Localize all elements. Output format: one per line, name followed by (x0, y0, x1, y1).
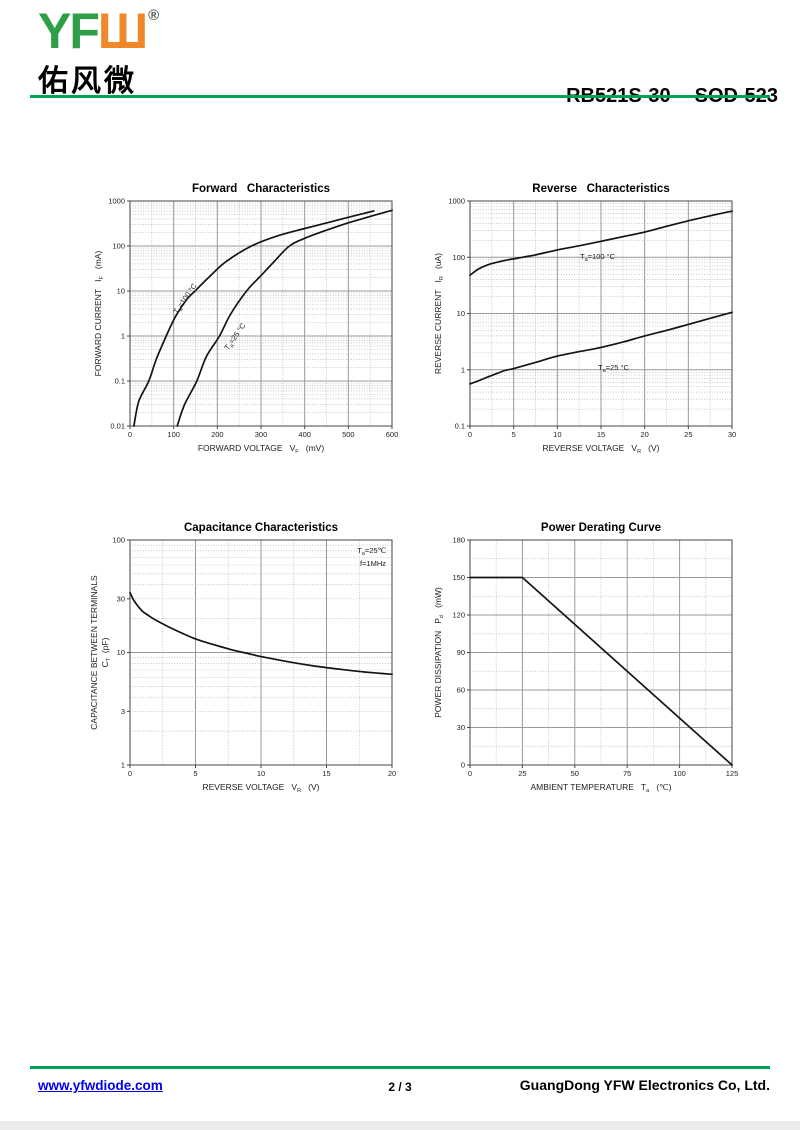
svg-text:100: 100 (673, 769, 686, 778)
svg-text:0: 0 (468, 769, 472, 778)
svg-text:1: 1 (121, 761, 125, 770)
header-divider (30, 95, 770, 98)
yfw-logo: YFШ ® 佑风微 (38, 6, 159, 100)
svg-text:1: 1 (461, 365, 465, 374)
svg-text:125: 125 (726, 769, 739, 778)
svg-text:Power Derating Curve: Power Derating Curve (541, 522, 661, 534)
logo-text-w: Ш (97, 3, 148, 59)
svg-text:50: 50 (571, 769, 579, 778)
svg-text:100: 100 (112, 242, 125, 251)
svg-text:180: 180 (452, 536, 465, 545)
svg-text:Ta=25 °C: Ta=25 °C (598, 363, 629, 374)
svg-text:20: 20 (640, 430, 648, 439)
svg-text:Ta=100 °C: Ta=100 °C (580, 252, 616, 263)
svg-text:100: 100 (167, 430, 180, 439)
svg-text:3: 3 (121, 707, 125, 716)
svg-text:0.01: 0.01 (110, 422, 125, 431)
svg-text:Forward Characteristics: Forward Characteristics (192, 183, 330, 195)
svg-text:300: 300 (255, 430, 268, 439)
svg-text:Reverse Characteristics: Reverse Characteristics (532, 183, 669, 195)
svg-text:0: 0 (468, 430, 472, 439)
svg-text:CAPACITANCE BETWEEN TERMINALS: CAPACITANCE BETWEEN TERMINALS (89, 575, 99, 730)
reverse-characteristics-chart: 0 5 10 15 20 25 30 1000 100 10 1 0.1 Reverse Charact… (433, 183, 736, 455)
svg-text:REVERSE CURRENT IR (uA): REVERSE CURRENT IR (uA) (433, 253, 445, 374)
svg-text:0: 0 (128, 769, 132, 778)
svg-text:f=1MHz: f=1MHz (360, 559, 386, 568)
svg-text:0: 0 (128, 430, 132, 439)
svg-text:0.1: 0.1 (115, 377, 125, 386)
page-bottom-edge (0, 1121, 800, 1130)
svg-text:120: 120 (452, 611, 465, 620)
svg-text:150: 150 (452, 573, 465, 582)
svg-text:100: 100 (452, 253, 465, 262)
svg-text:0.1: 0.1 (455, 422, 465, 431)
svg-text:500: 500 (342, 430, 355, 439)
svg-text:POWER DISSIPATION Pd (mW): POWER DISSIPATION Pd (mW) (433, 587, 445, 718)
svg-text:Ta=25℃: Ta=25℃ (357, 546, 386, 557)
svg-text:0: 0 (461, 761, 465, 770)
svg-text:1000: 1000 (108, 197, 125, 206)
registered-trademark-icon: ® (148, 7, 160, 24)
svg-text:10: 10 (117, 287, 125, 296)
svg-text:15: 15 (322, 769, 330, 778)
svg-text:10: 10 (117, 648, 125, 657)
svg-text:15: 15 (597, 430, 605, 439)
svg-text:5: 5 (193, 769, 197, 778)
svg-text:30: 30 (457, 723, 465, 732)
svg-text:FORWARD CURRENT IF (mA): FORWARD CURRENT IF (mA) (93, 250, 105, 376)
svg-text:600: 600 (386, 430, 399, 439)
svg-text:90: 90 (457, 648, 465, 657)
svg-text:5: 5 (512, 430, 516, 439)
svg-text:10: 10 (553, 430, 561, 439)
svg-text:1000: 1000 (448, 197, 465, 206)
page-number: 2 / 3 (388, 1080, 412, 1094)
website-link[interactable]: www.yfwdiode.com (38, 1078, 163, 1093)
logo-text-yf: YF (38, 3, 100, 59)
svg-text:Capacitance Characteristics: Capacitance Characteristics (184, 522, 338, 534)
svg-text:30: 30 (728, 430, 736, 439)
svg-text:CT (pF): CT (pF) (100, 637, 112, 667)
logo-chinese-name: 佑风微 (38, 65, 137, 98)
company-name: GuangDong YFW Electronics Co, Ltd. (519, 1077, 770, 1093)
svg-text:FORWARD VOLTAGE VF (mV): FORWARD VOLTAGE VF (mV) (198, 443, 324, 455)
footer-divider (30, 1066, 770, 1069)
svg-text:400: 400 (298, 430, 311, 439)
svg-text:10: 10 (257, 769, 265, 778)
power-derating-chart: 0 25 50 75 100 125 180 150 120 90 60 30 0 Power Derat… (433, 522, 739, 794)
svg-text:60: 60 (457, 686, 465, 695)
svg-text:1: 1 (121, 332, 125, 341)
svg-text:25: 25 (684, 430, 692, 439)
svg-text:75: 75 (623, 769, 631, 778)
svg-text:AMBIENT TEMPERATURE Ta (℃): AMBIENT TEMPERATURE Ta (℃) (530, 782, 671, 794)
svg-text:REVERSE VOLTAGE VR (V): REVERSE VOLTAGE VR (V) (542, 443, 659, 455)
svg-text:REVERSE VOLTAGE VR (V): REVERSE VOLTAGE VR (V) (202, 782, 319, 794)
svg-text:20: 20 (388, 769, 396, 778)
svg-text:Ta=100 °C: Ta=100 °C (171, 281, 200, 316)
svg-text:200: 200 (211, 430, 224, 439)
svg-text:25: 25 (518, 769, 526, 778)
svg-text:Ta=25 °C: Ta=25 °C (222, 321, 249, 353)
svg-text:10: 10 (457, 309, 465, 318)
capacitance-characteristics-chart: 0 5 10 15 20 100 30 10 3 1 Capacitance Characteris… (89, 522, 396, 794)
svg-text:30: 30 (117, 594, 125, 603)
logo-wordmark: YFШ ® (38, 6, 159, 56)
svg-text:100: 100 (112, 536, 125, 545)
forward-characteristics-chart: 0 100 200 300 400 500 600 1000 100 10 1 0.1 0.01 Forw… (93, 183, 399, 455)
